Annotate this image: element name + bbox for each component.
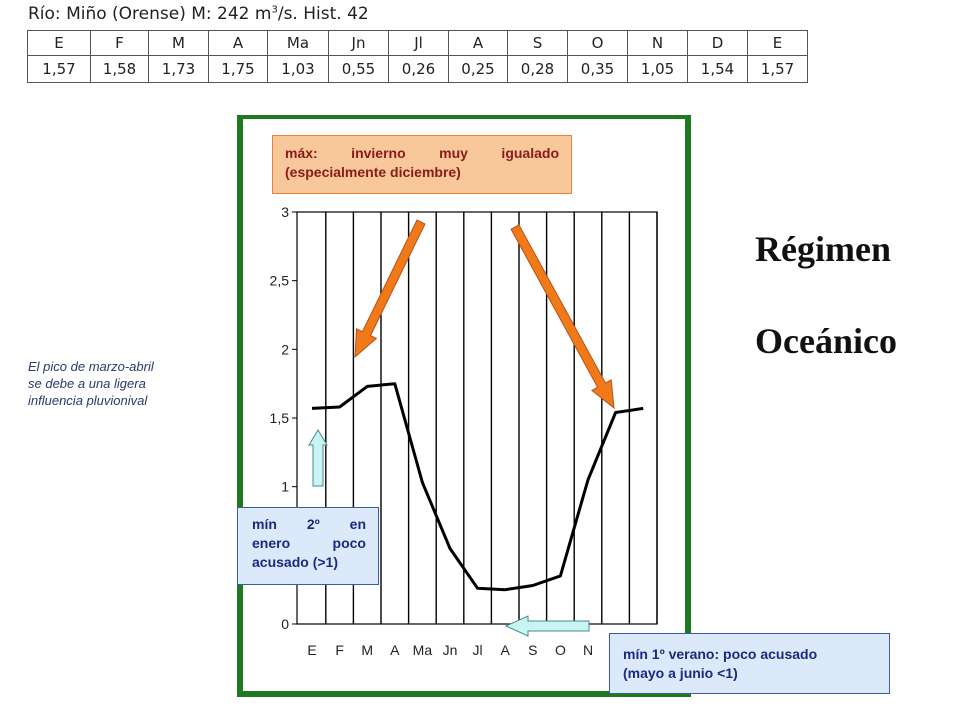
side-note-line: influencia pluvionival	[28, 393, 148, 408]
min1-annotation-line1: mín 1º verano: poco acusado	[623, 646, 818, 662]
max-annotation-line1: máx: invierno muy igualado	[285, 145, 559, 161]
x-tick-label: S	[528, 642, 537, 658]
table-value-cell: 1,57	[27, 55, 91, 83]
table-value-cell: 1,57	[747, 55, 808, 83]
x-tick-label: O	[555, 642, 566, 658]
river-title: Río: Miño (Orense) M: 242 m3/s. Hist. 42	[28, 4, 369, 24]
x-tick-label: M	[361, 642, 373, 658]
x-tick-label: Ma	[413, 642, 433, 658]
x-tick-label: Jn	[443, 642, 458, 658]
table-value-cell: 1,58	[90, 55, 149, 83]
table-value-cell: 1,05	[627, 55, 688, 83]
x-tick-label: F	[335, 642, 344, 658]
coefficients-row: 1,57 1,58 1,73 1,75 1,03 0,55 0,26 0,25 0,28 0,35…	[27, 55, 808, 83]
table-month-cell: F	[90, 30, 149, 56]
table-value-cell: 0,25	[448, 55, 508, 83]
table-month-cell: E	[747, 30, 808, 56]
table-value-cell: 0,35	[567, 55, 628, 83]
x-tick-label: A	[390, 642, 400, 658]
y-tick-label: 1,5	[270, 410, 290, 426]
side-note: El pico de marzo-abril se debe a una lig…	[28, 358, 228, 409]
table-value-cell: 1,73	[148, 55, 209, 83]
min2-line: acusado (>1)	[252, 554, 338, 570]
side-note-line: se debe a una ligera	[28, 376, 146, 391]
x-tick-label: Jl	[473, 642, 483, 658]
regime-title-line2: Oceánico	[755, 321, 897, 361]
arrow-to-winter-max	[510, 224, 615, 410]
side-note-line: El pico de marzo-abril	[28, 359, 154, 374]
x-tick-label: A	[501, 642, 511, 658]
min2-line: mín 2º en	[252, 516, 366, 532]
min2-line: enero poco	[252, 535, 366, 551]
max-annotation-line2: (especialmente diciembre)	[285, 164, 461, 180]
months-row: E F M A Ma Jn Jl A S O N D E	[27, 30, 808, 56]
table-value-cell: 1,75	[208, 55, 268, 83]
table-value-cell: 0,55	[328, 55, 389, 83]
arrow-january-minimum	[308, 429, 328, 487]
y-tick-label: 2,5	[270, 273, 290, 289]
table-month-cell: A	[208, 30, 268, 56]
table-value-cell: 1,54	[687, 55, 748, 83]
arrow-to-spring-peak	[354, 219, 426, 359]
table-value-cell: 1,03	[267, 55, 329, 83]
arrow-summer-minimum	[504, 615, 590, 637]
table-month-cell: N	[627, 30, 688, 56]
x-tick-label: E	[307, 642, 316, 658]
y-tick-label: 3	[281, 204, 289, 220]
y-tick-label: 2	[281, 341, 289, 357]
max-annotation: máx: invierno muy igualado (especialment…	[272, 135, 572, 194]
coefficient-table: E F M A Ma Jn Jl A S O N D E 1,57 1,58 1,73 1,75 1,03 0,5…	[27, 30, 808, 83]
y-tick-label: 0	[281, 616, 289, 632]
regime-title-line1: Régimen	[755, 229, 891, 269]
table-value-cell: 0,28	[507, 55, 568, 83]
min1-annotation: mín 1º verano: poco acusado (mayo a juni…	[609, 633, 890, 694]
min2-annotation: mín 2º en enero poco acusado (>1)	[237, 507, 379, 585]
x-tick-label: N	[583, 642, 593, 658]
min1-annotation-line2: (mayo a junio <1)	[623, 665, 738, 681]
table-value-cell: 0,26	[388, 55, 449, 83]
y-tick-label: 1	[281, 479, 289, 495]
